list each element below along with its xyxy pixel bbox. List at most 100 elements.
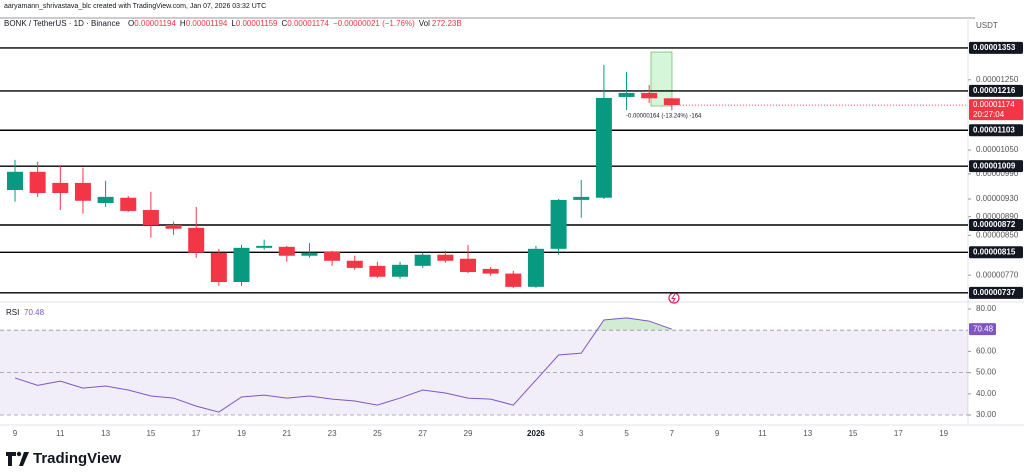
candle-body xyxy=(595,97,612,198)
rsi-overbought-fill xyxy=(15,317,672,331)
level-label-box xyxy=(969,286,1023,299)
rsi-value-label: 70.48 xyxy=(973,324,994,333)
x-tick-label: 17 xyxy=(894,429,903,438)
rsi-value: 70.48 xyxy=(24,308,45,317)
volume-label: Vol xyxy=(419,19,430,28)
x-tick-label: 5 xyxy=(624,429,629,438)
currency: USDT xyxy=(976,21,998,30)
level-label: 0.00001216 xyxy=(973,86,1016,95)
ohlc-value: 0.00001194 xyxy=(134,19,176,28)
x-tick-label: 17 xyxy=(192,429,201,438)
candle-body xyxy=(414,254,431,266)
x-tick-label: 2026 xyxy=(527,429,545,438)
last-price-box xyxy=(969,99,1023,121)
ohlc-legend: O0.00001194 H0.00001194 L0.00001159 C0.0000… xyxy=(128,19,462,28)
x-tick-label: 3 xyxy=(579,429,584,438)
y-tick-label: 0.00000890 xyxy=(976,212,1019,221)
ohlc-letter: C xyxy=(281,19,287,28)
level-label: 0.00000737 xyxy=(973,288,1016,297)
x-tick-label: 21 xyxy=(282,429,291,438)
measure-box xyxy=(650,51,673,107)
x-tick-label: 9 xyxy=(13,429,18,438)
x-tick-label: 11 xyxy=(56,429,65,438)
rsi-value-box xyxy=(969,323,996,336)
logo-dot xyxy=(16,451,22,457)
candle-body xyxy=(188,227,205,253)
rsi-tick-label: 30.00 xyxy=(976,410,997,419)
level-label: 0.00001103 xyxy=(973,125,1015,134)
symbol: BONK / TetherUS · 1D · Binance xyxy=(4,19,120,28)
x-tick-label: 15 xyxy=(849,429,858,438)
candle-body xyxy=(210,252,227,283)
candle-body xyxy=(573,196,590,200)
y-tick-label: 0.00000930 xyxy=(976,194,1019,203)
rsi-tick-label: 40.00 xyxy=(976,389,997,398)
candle-body xyxy=(278,246,295,256)
level-label: 0.00001353 xyxy=(973,43,1016,52)
ohlc-letter: O xyxy=(128,19,134,28)
x-tick-label: 19 xyxy=(939,429,948,438)
y-tick-label: 0.00000850 xyxy=(976,230,1019,239)
x-tick-label: 15 xyxy=(146,429,155,438)
candle-body xyxy=(324,251,341,261)
level-label: 0.00000815 xyxy=(973,247,1016,256)
level-label-box xyxy=(969,160,1023,173)
candle-body xyxy=(165,225,182,229)
candle-body xyxy=(346,260,363,268)
x-tick-label: 13 xyxy=(803,429,812,438)
candle-body xyxy=(301,252,318,256)
x-tick-label: 27 xyxy=(418,429,427,438)
volume: 272.23B xyxy=(432,19,462,28)
measure-label: -0.00000164 (-13.24%) -164 xyxy=(626,114,702,120)
candle-body xyxy=(120,197,137,211)
last-price-label: 0.00001174 xyxy=(973,100,1015,109)
candle-body xyxy=(505,273,522,287)
candle-body xyxy=(663,98,680,106)
x-tick-label: 25 xyxy=(373,429,382,438)
level-label-box xyxy=(969,41,1023,54)
x-tick-label: 7 xyxy=(670,429,675,438)
y-tick-label: 0.00000770 xyxy=(976,270,1019,279)
level-label: 0.00001009 xyxy=(973,161,1016,170)
x-tick-label: 9 xyxy=(715,429,720,438)
candle-body xyxy=(460,258,476,273)
x-tick-label: 19 xyxy=(237,429,246,438)
x-tick-label: 23 xyxy=(328,429,337,438)
logo: TradingView xyxy=(6,450,121,467)
watermark: aaryamann_shrivastava_blc created with T… xyxy=(4,3,266,10)
candle-body xyxy=(482,268,499,274)
level-label-box xyxy=(969,124,1023,137)
ohlc-letter: H xyxy=(180,19,186,28)
x-tick-label: 13 xyxy=(101,429,110,438)
logo-mark xyxy=(6,452,29,466)
rsi-tick-label: 50.00 xyxy=(976,368,997,377)
rsi-line xyxy=(14,317,673,413)
candle-body xyxy=(256,245,273,248)
change: −0.00000021 (−1.76%) xyxy=(333,19,415,28)
countdown: 20:27:04 xyxy=(973,110,1005,119)
candle-body xyxy=(369,265,386,277)
candle-body xyxy=(437,254,454,261)
x-tick-label: 11 xyxy=(758,429,767,438)
ohlc-value: 0.00001159 xyxy=(236,19,278,28)
candle-body xyxy=(641,92,658,99)
rsi-name: RSI xyxy=(6,308,19,317)
candle-body xyxy=(142,210,159,226)
ohlc-value: 0.00001194 xyxy=(186,19,228,28)
level-label: 0.00000872 xyxy=(973,220,1016,229)
ohlc-value: 0.00001174 xyxy=(287,19,329,28)
candle-body xyxy=(97,196,114,203)
candle-body xyxy=(7,171,23,191)
candle-body xyxy=(392,264,409,277)
candle-body xyxy=(29,171,46,194)
brand: TradingView xyxy=(33,450,121,467)
candle-body xyxy=(618,92,635,97)
candle-body xyxy=(52,182,69,194)
level-label-box xyxy=(969,219,1023,232)
candle-body xyxy=(233,247,250,283)
alert-bolt xyxy=(671,293,676,303)
candle-body xyxy=(550,199,567,249)
